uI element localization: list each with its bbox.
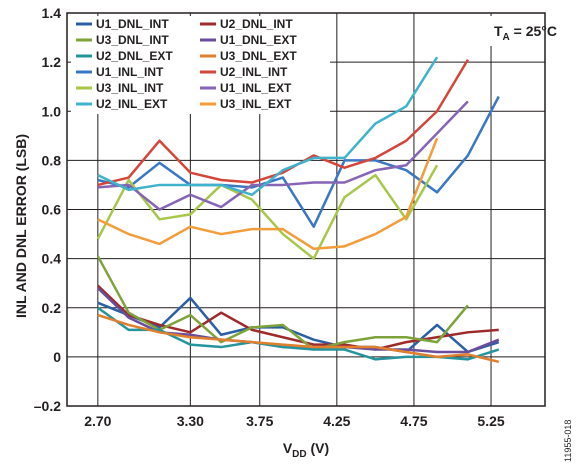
legend-label: U3_DNL_INT (96, 33, 169, 47)
y-tick-label: 0.8 (42, 152, 62, 168)
x-tick-label: 4.75 (400, 413, 427, 429)
series-line-u3-inl-ext (97, 137, 439, 251)
series-line-u2-inl-ext (97, 56, 439, 197)
legend-label: U3_DNL_EXT (220, 49, 297, 63)
x-tick-label: 3.75 (246, 413, 273, 429)
series-layer (96, 56, 500, 364)
series-line-u2-inl-int (97, 59, 469, 187)
x-tick-label: 5.25 (477, 413, 504, 429)
y-tick-label: 1.2 (42, 54, 62, 70)
temperature-annotation: TA = 25°C (494, 23, 557, 43)
legend-label: U1_INL_EXT (220, 81, 292, 95)
series-line-u1-inl-ext (97, 100, 469, 211)
y-tick-label: 0 (53, 349, 61, 365)
x-axis-title: VDD (V) (283, 440, 329, 460)
legend-label: U3_INL_INT (96, 81, 164, 95)
y-axis-title: INL AND DNL ERROR (LSB) (13, 134, 29, 318)
legend-label: U2_DNL_EXT (96, 49, 173, 63)
legend-label: U3_INL_EXT (220, 97, 292, 111)
x-tick-labels: 2.70 3.30 3.75 4.25 4.75 5.25 (84, 413, 505, 429)
legend-label: U2_DNL_INT (220, 17, 293, 31)
legend-label: U2_INL_INT (220, 65, 288, 79)
series-line-u1-dnl-ext (96, 287, 500, 354)
legend: U1_DNL_INT U2_DNL_INT U3_DNL_INT U1_DNL_EXT… (71, 16, 330, 114)
series-line-u1-dnl-int (97, 296, 500, 354)
x-tick-label: 3.30 (177, 413, 204, 429)
y-tick-label: 0.2 (42, 300, 62, 316)
figure-id: 11955-018 (563, 420, 573, 462)
y-tick-label: 1.4 (42, 5, 62, 21)
legend-label: U1_DNL_EXT (220, 33, 297, 47)
series-line-u1-inl-int (97, 95, 500, 228)
legend-label: U1_INL_INT (96, 65, 164, 79)
y-tick-label: 0.4 (42, 251, 62, 267)
series-line-u3-dnl-ext (97, 313, 500, 364)
x-tick-label: 4.25 (323, 413, 350, 429)
annotation-background (462, 16, 543, 46)
y-tick-label: 1.0 (42, 103, 62, 119)
y-tick-label: 0.6 (42, 202, 62, 218)
y-tick-label: –0.2 (34, 398, 61, 414)
series-line-u3-dnl-int (96, 255, 469, 351)
y-tick-labels: 1.4 1.2 1.0 0.8 0.6 0.4 0.2 0 –0.2 (34, 5, 61, 414)
legend-label: U2_INL_EXT (96, 97, 168, 111)
legend-background (71, 16, 330, 114)
plot-frame (66, 12, 546, 407)
x-tick-label: 2.70 (84, 413, 111, 429)
series-line-u3-inl-int (96, 164, 439, 260)
legend-label: U1_DNL_INT (96, 17, 169, 31)
